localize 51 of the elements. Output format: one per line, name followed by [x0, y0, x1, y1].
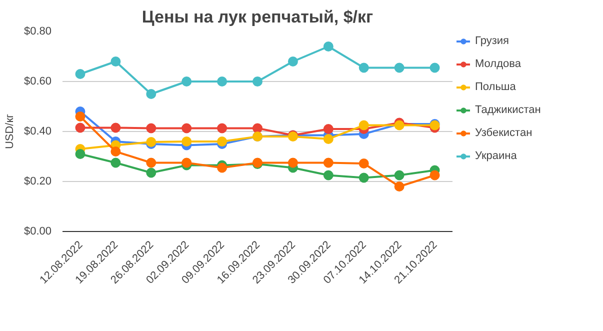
point: [182, 136, 192, 146]
point: [110, 146, 121, 156]
point: [358, 158, 369, 168]
legend-label: Молдова: [475, 58, 521, 70]
point: [430, 170, 440, 180]
point: [146, 89, 156, 99]
chart-title: Цены на лук репчатый, $/кг: [142, 8, 374, 26]
point: [358, 62, 369, 73]
point: [75, 112, 86, 122]
point: [323, 42, 334, 52]
point: [75, 149, 86, 159]
y-tick-label: $0.80: [24, 26, 52, 38]
legend-label: Грузия: [475, 35, 509, 47]
point: [110, 158, 121, 168]
point: [146, 168, 156, 178]
point: [430, 62, 440, 73]
point: [75, 122, 86, 133]
point: [394, 182, 404, 192]
legend-label: Украина: [475, 150, 517, 162]
legend-label: Польша: [475, 81, 516, 93]
point: [288, 56, 298, 66]
point: [394, 62, 404, 73]
y-tick-label: $0.20: [24, 176, 52, 188]
point: [358, 172, 369, 183]
y-tick-label: $0.40: [24, 126, 52, 138]
point: [358, 120, 369, 130]
point: [182, 123, 192, 134]
point: [323, 170, 334, 180]
y-tick-label: $0.00: [24, 226, 52, 238]
point: [394, 170, 404, 180]
point: [182, 158, 192, 168]
point: [323, 124, 334, 134]
point: [110, 56, 121, 66]
point: [217, 136, 228, 146]
point: [252, 123, 262, 134]
point: [146, 123, 156, 134]
point: [146, 158, 156, 168]
legend-label: Таджикистан: [475, 104, 541, 116]
y-axis-title: USD/кг: [4, 114, 16, 150]
y-tick-label: $0.60: [24, 76, 52, 88]
point: [323, 134, 334, 144]
point: [217, 76, 228, 86]
point: [217, 123, 228, 134]
point: [323, 158, 334, 168]
point: [75, 69, 86, 79]
legend-label: Узбекистан: [475, 127, 532, 139]
point: [110, 122, 121, 133]
point: [182, 76, 192, 86]
point: [252, 76, 262, 86]
point: [217, 162, 228, 173]
point: [288, 158, 298, 168]
